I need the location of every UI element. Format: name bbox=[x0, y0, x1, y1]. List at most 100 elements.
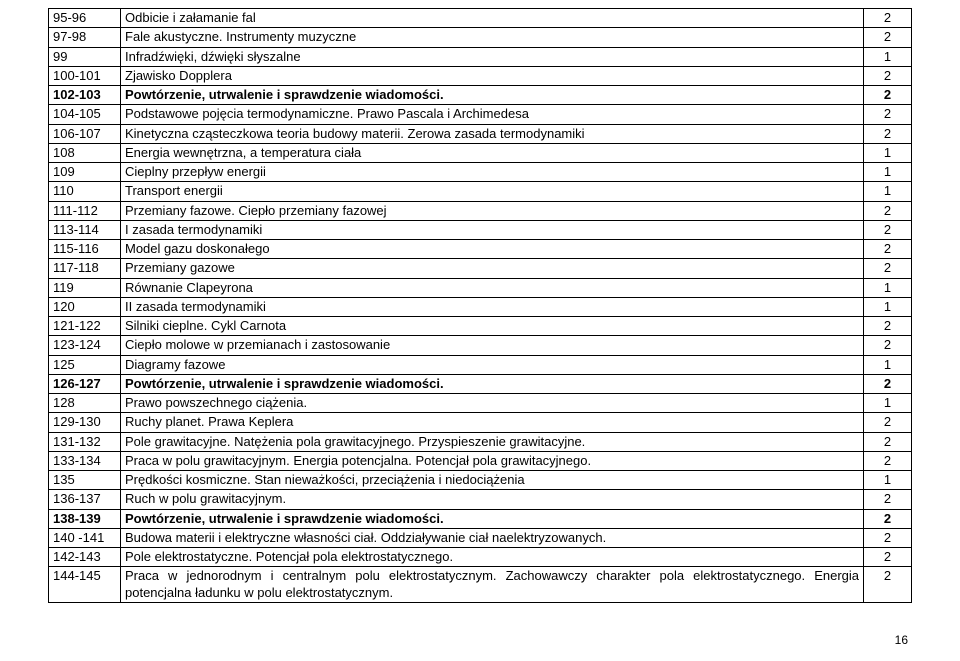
row-text: Powtórzenie, utrwalenie i sprawdzenie wi… bbox=[121, 86, 864, 105]
row-text: Prawo powszechnego ciążenia. bbox=[121, 394, 864, 413]
row-value: 2 bbox=[864, 86, 912, 105]
row-id: 108 bbox=[49, 143, 121, 162]
table-row: 120II zasada termodynamiki1 bbox=[49, 297, 912, 316]
row-value: 2 bbox=[864, 28, 912, 47]
row-id: 109 bbox=[49, 163, 121, 182]
row-id: 140 -141 bbox=[49, 528, 121, 547]
row-text: Model gazu doskonałego bbox=[121, 240, 864, 259]
table-row: 115-116Model gazu doskonałego2 bbox=[49, 240, 912, 259]
table-row: 140 -141Budowa materii i elektryczne wła… bbox=[49, 528, 912, 547]
row-text: Równanie Clapeyrona bbox=[121, 278, 864, 297]
row-value: 1 bbox=[864, 471, 912, 490]
row-value: 1 bbox=[864, 47, 912, 66]
row-value: 2 bbox=[864, 374, 912, 393]
row-text: Praca w jednorodnym i centralnym polu el… bbox=[121, 567, 864, 603]
row-value: 1 bbox=[864, 182, 912, 201]
table-row: 129-130Ruchy planet. Prawa Keplera2 bbox=[49, 413, 912, 432]
row-id: 121-122 bbox=[49, 317, 121, 336]
table-row: 125Diagramy fazowe1 bbox=[49, 355, 912, 374]
table-row: 95-96Odbicie i załamanie fal2 bbox=[49, 9, 912, 28]
row-id: 113-114 bbox=[49, 220, 121, 239]
row-id: 104-105 bbox=[49, 105, 121, 124]
row-text: Zjawisko Dopplera bbox=[121, 66, 864, 85]
row-id: 119 bbox=[49, 278, 121, 297]
row-value: 2 bbox=[864, 567, 912, 603]
table-row: 102-103Powtórzenie, utrwalenie i sprawdz… bbox=[49, 86, 912, 105]
row-text: Prędkości kosmiczne. Stan nieważkości, p… bbox=[121, 471, 864, 490]
row-id: 129-130 bbox=[49, 413, 121, 432]
table-row: 121-122Silniki cieplne. Cykl Carnota2 bbox=[49, 317, 912, 336]
table-row: 135Prędkości kosmiczne. Stan nieważkości… bbox=[49, 471, 912, 490]
row-value: 2 bbox=[864, 201, 912, 220]
page: 95-96Odbicie i załamanie fal297-98Fale a… bbox=[0, 0, 960, 661]
row-text: Transport energii bbox=[121, 182, 864, 201]
row-id: 102-103 bbox=[49, 86, 121, 105]
table-row: 104-105Podstawowe pojęcia termodynamiczn… bbox=[49, 105, 912, 124]
row-text: Praca w polu grawitacyjnym. Energia pote… bbox=[121, 451, 864, 470]
row-text: Cieplny przepływ energii bbox=[121, 163, 864, 182]
row-id: 144-145 bbox=[49, 567, 121, 603]
row-id: 142-143 bbox=[49, 548, 121, 567]
row-text: Ruch w polu grawitacyjnym. bbox=[121, 490, 864, 509]
row-text: Odbicie i załamanie fal bbox=[121, 9, 864, 28]
table-row: 131-132Pole grawitacyjne. Natężenia pola… bbox=[49, 432, 912, 451]
row-id: 128 bbox=[49, 394, 121, 413]
row-value: 1 bbox=[864, 297, 912, 316]
row-id: 110 bbox=[49, 182, 121, 201]
table-row: 128Prawo powszechnego ciążenia.1 bbox=[49, 394, 912, 413]
row-value: 2 bbox=[864, 317, 912, 336]
row-text: Ciepło molowe w przemianach i zastosowan… bbox=[121, 336, 864, 355]
row-value: 2 bbox=[864, 66, 912, 85]
row-value: 1 bbox=[864, 163, 912, 182]
row-value: 2 bbox=[864, 105, 912, 124]
table-row: 109Cieplny przepływ energii1 bbox=[49, 163, 912, 182]
table-row: 110Transport energii1 bbox=[49, 182, 912, 201]
table-row: 142-143Pole elektrostatyczne. Potencjał … bbox=[49, 548, 912, 567]
table-row: 126-127Powtórzenie, utrwalenie i sprawdz… bbox=[49, 374, 912, 393]
row-value: 2 bbox=[864, 432, 912, 451]
table-row: 136-137Ruch w polu grawitacyjnym.2 bbox=[49, 490, 912, 509]
table-row: 138-139Powtórzenie, utrwalenie i sprawdz… bbox=[49, 509, 912, 528]
row-id: 120 bbox=[49, 297, 121, 316]
row-id: 97-98 bbox=[49, 28, 121, 47]
table-row: 111-112Przemiany fazowe. Ciepło przemian… bbox=[49, 201, 912, 220]
row-text: Kinetyczna cząsteczkowa teoria budowy ma… bbox=[121, 124, 864, 143]
table-row: 106-107Kinetyczna cząsteczkowa teoria bu… bbox=[49, 124, 912, 143]
row-id: 95-96 bbox=[49, 9, 121, 28]
row-value: 2 bbox=[864, 548, 912, 567]
row-text: Diagramy fazowe bbox=[121, 355, 864, 374]
row-value: 2 bbox=[864, 240, 912, 259]
row-id: 111-112 bbox=[49, 201, 121, 220]
row-id: 115-116 bbox=[49, 240, 121, 259]
row-text: Powtórzenie, utrwalenie i sprawdzenie wi… bbox=[121, 509, 864, 528]
table-row: 117-118Przemiany gazowe2 bbox=[49, 259, 912, 278]
row-id: 106-107 bbox=[49, 124, 121, 143]
row-value: 2 bbox=[864, 9, 912, 28]
row-id: 123-124 bbox=[49, 336, 121, 355]
row-value: 2 bbox=[864, 336, 912, 355]
row-text: Pole grawitacyjne. Natężenia pola grawit… bbox=[121, 432, 864, 451]
row-value: 2 bbox=[864, 124, 912, 143]
row-value: 2 bbox=[864, 490, 912, 509]
table-row: 100-101Zjawisko Dopplera2 bbox=[49, 66, 912, 85]
row-text: I zasada termodynamiki bbox=[121, 220, 864, 239]
row-text: Podstawowe pojęcia termodynamiczne. Praw… bbox=[121, 105, 864, 124]
row-text: Powtórzenie, utrwalenie i sprawdzenie wi… bbox=[121, 374, 864, 393]
table-row: 99Infradźwięki, dźwięki słyszalne1 bbox=[49, 47, 912, 66]
row-id: 136-137 bbox=[49, 490, 121, 509]
row-value: 2 bbox=[864, 451, 912, 470]
row-text: Silniki cieplne. Cykl Carnota bbox=[121, 317, 864, 336]
row-id: 133-134 bbox=[49, 451, 121, 470]
row-value: 1 bbox=[864, 278, 912, 297]
page-number: 16 bbox=[895, 633, 908, 647]
table-row: 119Równanie Clapeyrona1 bbox=[49, 278, 912, 297]
row-text: Infradźwięki, dźwięki słyszalne bbox=[121, 47, 864, 66]
row-text: Budowa materii i elektryczne własności c… bbox=[121, 528, 864, 547]
row-id: 135 bbox=[49, 471, 121, 490]
row-text: Fale akustyczne. Instrumenty muzyczne bbox=[121, 28, 864, 47]
row-value: 2 bbox=[864, 220, 912, 239]
table-row: 123-124Ciepło molowe w przemianach i zas… bbox=[49, 336, 912, 355]
row-id: 138-139 bbox=[49, 509, 121, 528]
row-id: 100-101 bbox=[49, 66, 121, 85]
row-text: Przemiany gazowe bbox=[121, 259, 864, 278]
